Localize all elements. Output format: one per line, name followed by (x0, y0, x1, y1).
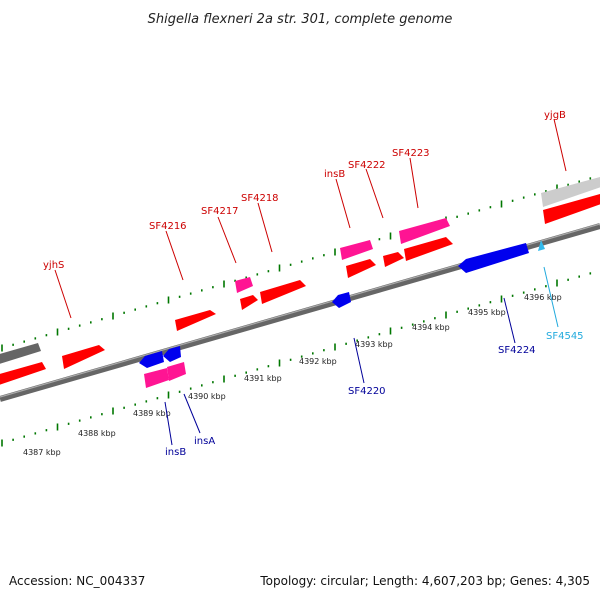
gene-label-SF4218[interactable]: SF4218 (241, 193, 279, 204)
map-title: Shigella flexneri 2a str. 301, complete … (148, 12, 453, 27)
gene-arrow[interactable] (144, 368, 169, 388)
gene-arrow[interactable] (404, 237, 453, 261)
scale-label: 4394 kbp (412, 323, 450, 332)
scale-label: 4395 kbp (468, 308, 506, 317)
gene-arrow[interactable] (340, 240, 373, 260)
gene-arrow[interactable] (0, 362, 46, 386)
gene-arrow[interactable] (163, 346, 181, 362)
gene-label-SF4217[interactable]: SF4217 (201, 206, 239, 217)
gene-arrow[interactable] (458, 243, 529, 273)
gene-arrow[interactable] (240, 295, 258, 310)
gene-label-SF4223[interactable]: SF4223 (392, 148, 430, 159)
scale-label: 4393 kbp (355, 340, 393, 349)
gene-arrow[interactable] (383, 252, 404, 267)
accession-text: Accession: NC_004337 (9, 574, 145, 588)
gene-label-yjhS[interactable]: yjhS (43, 260, 64, 271)
gene-label-insA[interactable]: insA (194, 436, 215, 447)
gene-arrow[interactable] (167, 362, 186, 381)
gene-label-yjgB[interactable]: yjgB (544, 110, 566, 121)
scale-label: 4391 kbp (244, 374, 282, 383)
gene-arrow[interactable] (399, 218, 450, 244)
gene-arrow[interactable] (0, 343, 41, 365)
gene-arrow[interactable] (541, 177, 600, 207)
gene-label-insB-forward[interactable]: insB (324, 169, 345, 180)
forward-features (0, 177, 600, 386)
gene-label-SF4216[interactable]: SF4216 (149, 221, 187, 232)
gene-label-SF4545[interactable]: SF4545 (546, 331, 584, 342)
scale-label: 4396 kbp (524, 293, 562, 302)
gene-arrow[interactable] (332, 292, 351, 308)
scale-label: 4392 kbp (299, 357, 337, 366)
scale-labels: 4387 kbp 4388 kbp 4389 kbp 4390 kbp 4391… (23, 293, 562, 457)
gene-arrow[interactable] (175, 310, 216, 331)
gene-arrow[interactable] (235, 277, 253, 293)
gene-labels: yjhS SF4216 SF4217 SF4218 insB SF4222 SF… (43, 110, 584, 458)
gene-label-insB-reverse[interactable]: insB (165, 447, 186, 458)
scale-label: 4387 kbp (23, 448, 61, 457)
gene-arrow[interactable] (346, 259, 376, 278)
gene-label-SF4220[interactable]: SF4220 (348, 386, 386, 397)
gene-arrow[interactable] (62, 345, 105, 369)
lower-tick-row (1, 272, 592, 447)
gene-arrow[interactable] (543, 194, 600, 224)
scale-label: 4388 kbp (78, 429, 116, 438)
scale-label: 4389 kbp (133, 409, 171, 418)
gene-arrow[interactable] (139, 351, 164, 368)
gene-label-SF4222[interactable]: SF4222 (348, 160, 386, 171)
gene-label-SF4224[interactable]: SF4224 (498, 345, 536, 356)
scale-label: 4390 kbp (188, 392, 226, 401)
rna-marker[interactable] (538, 240, 545, 251)
gene-arrow[interactable] (260, 280, 306, 304)
reverse-features (139, 240, 545, 388)
upper-tick-row (1, 177, 592, 352)
genome-summary-text: Topology: circular; Length: 4,607,203 bp… (259, 574, 590, 588)
leader-lines (54, 118, 567, 446)
